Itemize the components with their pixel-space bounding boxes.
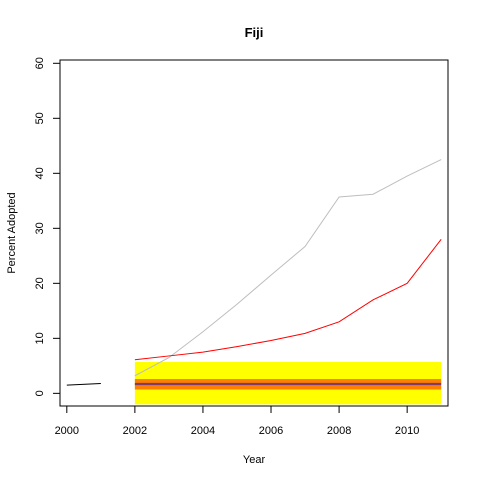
y-tick-label: 10: [34, 332, 46, 344]
y-tick-label: 0: [34, 390, 46, 396]
y-tick-label: 40: [34, 167, 46, 179]
chart-title: Fiji: [245, 25, 264, 40]
y-axis-label: Percent Adopted: [6, 192, 18, 273]
x-axis-label: Year: [243, 454, 266, 466]
series-line-2: [134, 239, 442, 361]
y-tick-label: 30: [34, 222, 46, 234]
series-line-1: [134, 159, 442, 377]
y-tick-label: 20: [34, 277, 46, 289]
plot-frame: [59, 59, 449, 407]
x-tick-label: 2004: [191, 425, 215, 437]
y-tick-label: 60: [34, 57, 46, 69]
x-tick-label: 2006: [259, 425, 283, 437]
x-tick-label: 2000: [55, 425, 79, 437]
x-tick-label: 2010: [395, 425, 419, 437]
series-layer: [66, 159, 442, 386]
series-line-0: [66, 382, 101, 386]
y-axis: 0 10 20 30 40 50 60: [34, 57, 61, 396]
x-tick-label: 2002: [123, 425, 147, 437]
x-axis: 2000 2002 2004 2006 2008 2010: [55, 405, 419, 437]
y-tick-label: 50: [34, 112, 46, 124]
x-tick-label: 2008: [327, 425, 351, 437]
